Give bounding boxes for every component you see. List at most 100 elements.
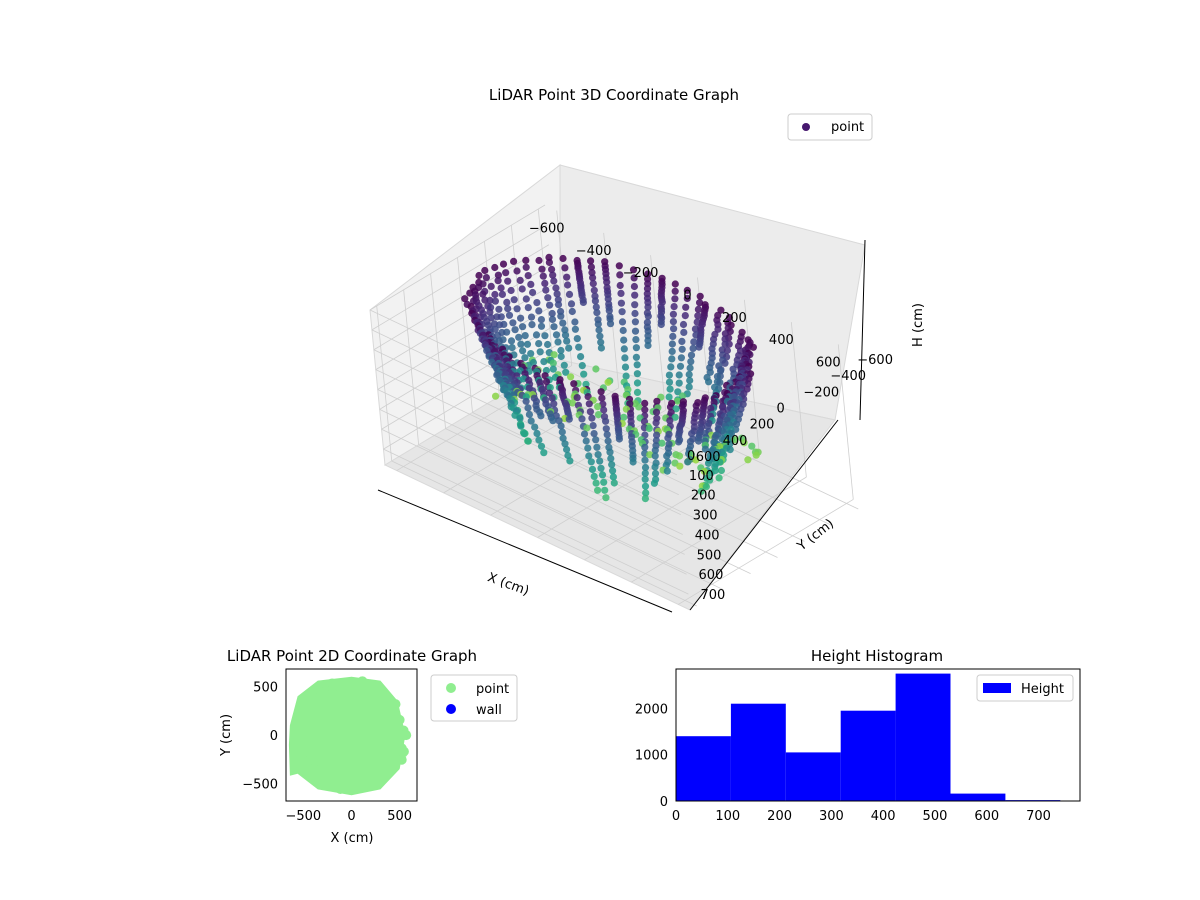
chart-2d-title: LiDAR Point 2D Coordinate Graph [227, 647, 477, 665]
data-point [335, 784, 346, 794]
data-point [561, 264, 569, 272]
data-point [716, 367, 725, 375]
data-point [535, 256, 543, 265]
data-point [589, 422, 597, 430]
data-point [635, 403, 643, 411]
histogram-bar [950, 793, 1006, 801]
data-point [491, 290, 499, 299]
y-ticks-hist: 0 1000 2000 [635, 702, 668, 810]
data-point [641, 443, 649, 451]
data-point [665, 378, 674, 386]
data-point [308, 692, 319, 703]
data-point [537, 442, 546, 450]
data-point [571, 325, 580, 333]
legend-3d-marker [802, 123, 810, 131]
data-point [630, 274, 638, 282]
data-point [608, 461, 616, 469]
data-point [721, 359, 729, 367]
data-point [610, 479, 618, 487]
data-point [592, 365, 600, 373]
data-point [629, 266, 638, 274]
data-point [646, 451, 654, 459]
legend-2d-marker-point [446, 683, 456, 693]
data-point [671, 280, 679, 288]
data-point [597, 464, 605, 472]
data-point [602, 494, 610, 502]
x-tick-label: 0 [683, 289, 691, 304]
data-point [327, 678, 338, 689]
data-point [633, 388, 642, 396]
data-point [618, 318, 627, 326]
grid-line [369, 204, 546, 311]
data-point [568, 399, 577, 407]
data-point [513, 305, 521, 313]
data-point [673, 397, 682, 405]
data-point [548, 309, 556, 318]
y-tick-label: −200 [803, 385, 839, 400]
data-point [670, 325, 678, 333]
data-point [491, 263, 499, 272]
data-point [615, 435, 624, 443]
data-point [645, 424, 653, 432]
data-point [679, 320, 688, 329]
plot-frame-hist [675, 668, 1081, 802]
data-point [616, 281, 624, 290]
y-tick-label: −500 [242, 778, 278, 793]
y-tick-label: 1000 [635, 749, 668, 764]
data-point [589, 280, 597, 288]
data-point [494, 277, 502, 285]
data-point [524, 437, 532, 445]
data-point [373, 682, 384, 693]
grid-line [377, 389, 683, 535]
data-point [721, 340, 729, 348]
data-point [617, 299, 626, 307]
data-point [692, 456, 700, 464]
data-point [517, 314, 525, 322]
data-point [541, 279, 549, 287]
data-point [723, 346, 732, 355]
data-point [549, 271, 557, 279]
data-point [491, 297, 499, 305]
y-tick-label: 400 [723, 434, 748, 449]
data-point [531, 423, 539, 431]
data-point [683, 294, 691, 302]
data-point [522, 263, 530, 271]
data-point [565, 344, 573, 352]
data-point [592, 436, 600, 444]
data-point [694, 312, 702, 320]
data-point [678, 345, 686, 353]
data-point [658, 439, 666, 447]
data-point [663, 467, 671, 475]
data-point [538, 265, 546, 273]
chart-3d: LiDAR Point 3D Coordinate Graph −600−400… [369, 86, 926, 613]
data-point [562, 368, 570, 376]
z-tick-label: 300 [693, 509, 718, 524]
data-point [504, 277, 512, 285]
data-point [502, 269, 510, 277]
data-point [602, 417, 610, 425]
data-point [683, 286, 691, 294]
z-tick-label: 500 [697, 548, 722, 563]
data-point [570, 380, 578, 388]
data-point [588, 414, 596, 422]
data-point [594, 486, 602, 494]
data-point [539, 272, 547, 280]
x-axis-label-2d: X (cm) [331, 831, 374, 846]
data-point [618, 308, 626, 316]
data-point [644, 341, 652, 350]
data-point [596, 332, 604, 340]
data-point [651, 452, 659, 460]
data-point [521, 332, 529, 340]
data-point [295, 723, 306, 734]
x-tick-label: 0 [672, 809, 680, 824]
data-point [695, 437, 703, 445]
data-point [744, 456, 752, 464]
data-point [577, 353, 585, 361]
data-point [507, 286, 515, 295]
data-point [378, 772, 389, 783]
data-point [598, 394, 606, 402]
data-point [550, 277, 558, 285]
x-tick-label: 200 [767, 809, 792, 824]
data-point [297, 705, 308, 716]
scatter-3d-points [461, 253, 762, 503]
